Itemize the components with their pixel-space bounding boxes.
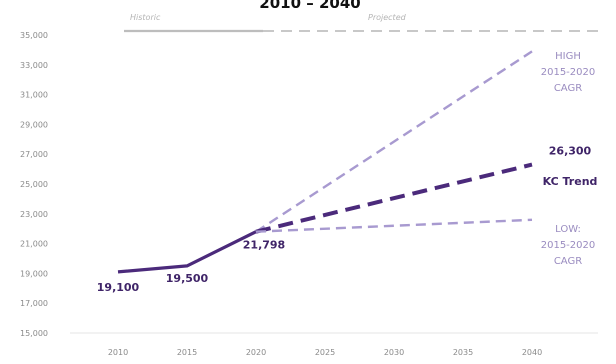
x-tick-label: 2020	[246, 348, 266, 357]
historic-period-label: Historic	[130, 13, 161, 22]
chart-title: 2010 – 2040	[259, 0, 360, 12]
data-label: 21,798	[243, 239, 285, 252]
y-tick-label: 27,000	[20, 150, 48, 159]
trend-series-line	[255, 162, 533, 234]
data-label: 19,500	[166, 272, 209, 285]
y-tick-label: 25,000	[20, 180, 48, 189]
historic-series-line	[117, 230, 257, 274]
trend-annotation: KC Trend	[543, 175, 598, 188]
data-labels: 19,100 19,500 21,798 26,300	[97, 145, 592, 294]
y-tick-label: 19,000	[20, 269, 48, 278]
high-annotation-line-3: CAGR	[554, 83, 582, 94]
data-label: 26,300	[549, 145, 592, 158]
y-tick-label: 21,000	[20, 240, 48, 249]
y-tick-label: 29,000	[20, 120, 48, 129]
projected-period-label: Projected	[368, 13, 407, 22]
y-tick-label: 35,000	[20, 31, 48, 40]
y-tick-label: 17,000	[20, 299, 48, 308]
low-annotation-line-2: 2015-2020	[541, 240, 596, 251]
y-tick-label: 23,000	[20, 210, 48, 219]
series-lines	[117, 50, 533, 274]
high-annotation-line-1: HIGH	[555, 51, 581, 62]
data-label: 19,100	[97, 281, 140, 294]
x-tick-label: 2040	[522, 348, 542, 357]
x-tick-label: 2010	[108, 348, 128, 357]
x-tick-label: 2030	[384, 348, 404, 357]
x-tick-label: 2015	[177, 348, 197, 357]
low-annotation-line-1: LOW:	[555, 224, 581, 235]
y-tick-label: 31,000	[20, 91, 48, 100]
x-tick-label: 2035	[453, 348, 473, 357]
high-annotation-line-2: 2015-2020	[541, 67, 596, 78]
y-tick-label: 33,000	[20, 61, 48, 70]
low-annotation-line-3: CAGR	[554, 256, 582, 267]
low-series-line	[255, 218, 533, 233]
y-tick-label: 15,000	[20, 329, 48, 338]
x-axis-ticks: 2010 2015 2020 2025 2030 2035 2040	[108, 348, 542, 357]
x-tick-label: 2025	[315, 348, 335, 357]
low-annotation: LOW: 2015-2020 CAGR	[541, 224, 596, 267]
high-series-line	[255, 50, 533, 233]
high-annotation: HIGH 2015-2020 CAGR	[541, 51, 596, 94]
y-axis-ticks: 15,000 17,000 19,000 21,000 23,000 25,000 27,0…	[20, 31, 48, 338]
